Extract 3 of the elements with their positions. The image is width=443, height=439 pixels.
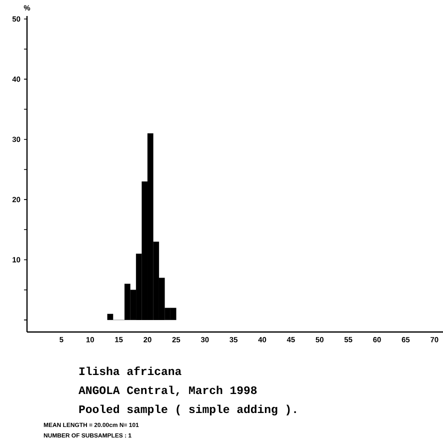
text: Ilisha africana <box>79 366 182 376</box>
text: Pooled sample ( simple adding ). <box>79 404 296 416</box>
text: ANGOLA Central, March 1998 <box>78 386 257 396</box>
